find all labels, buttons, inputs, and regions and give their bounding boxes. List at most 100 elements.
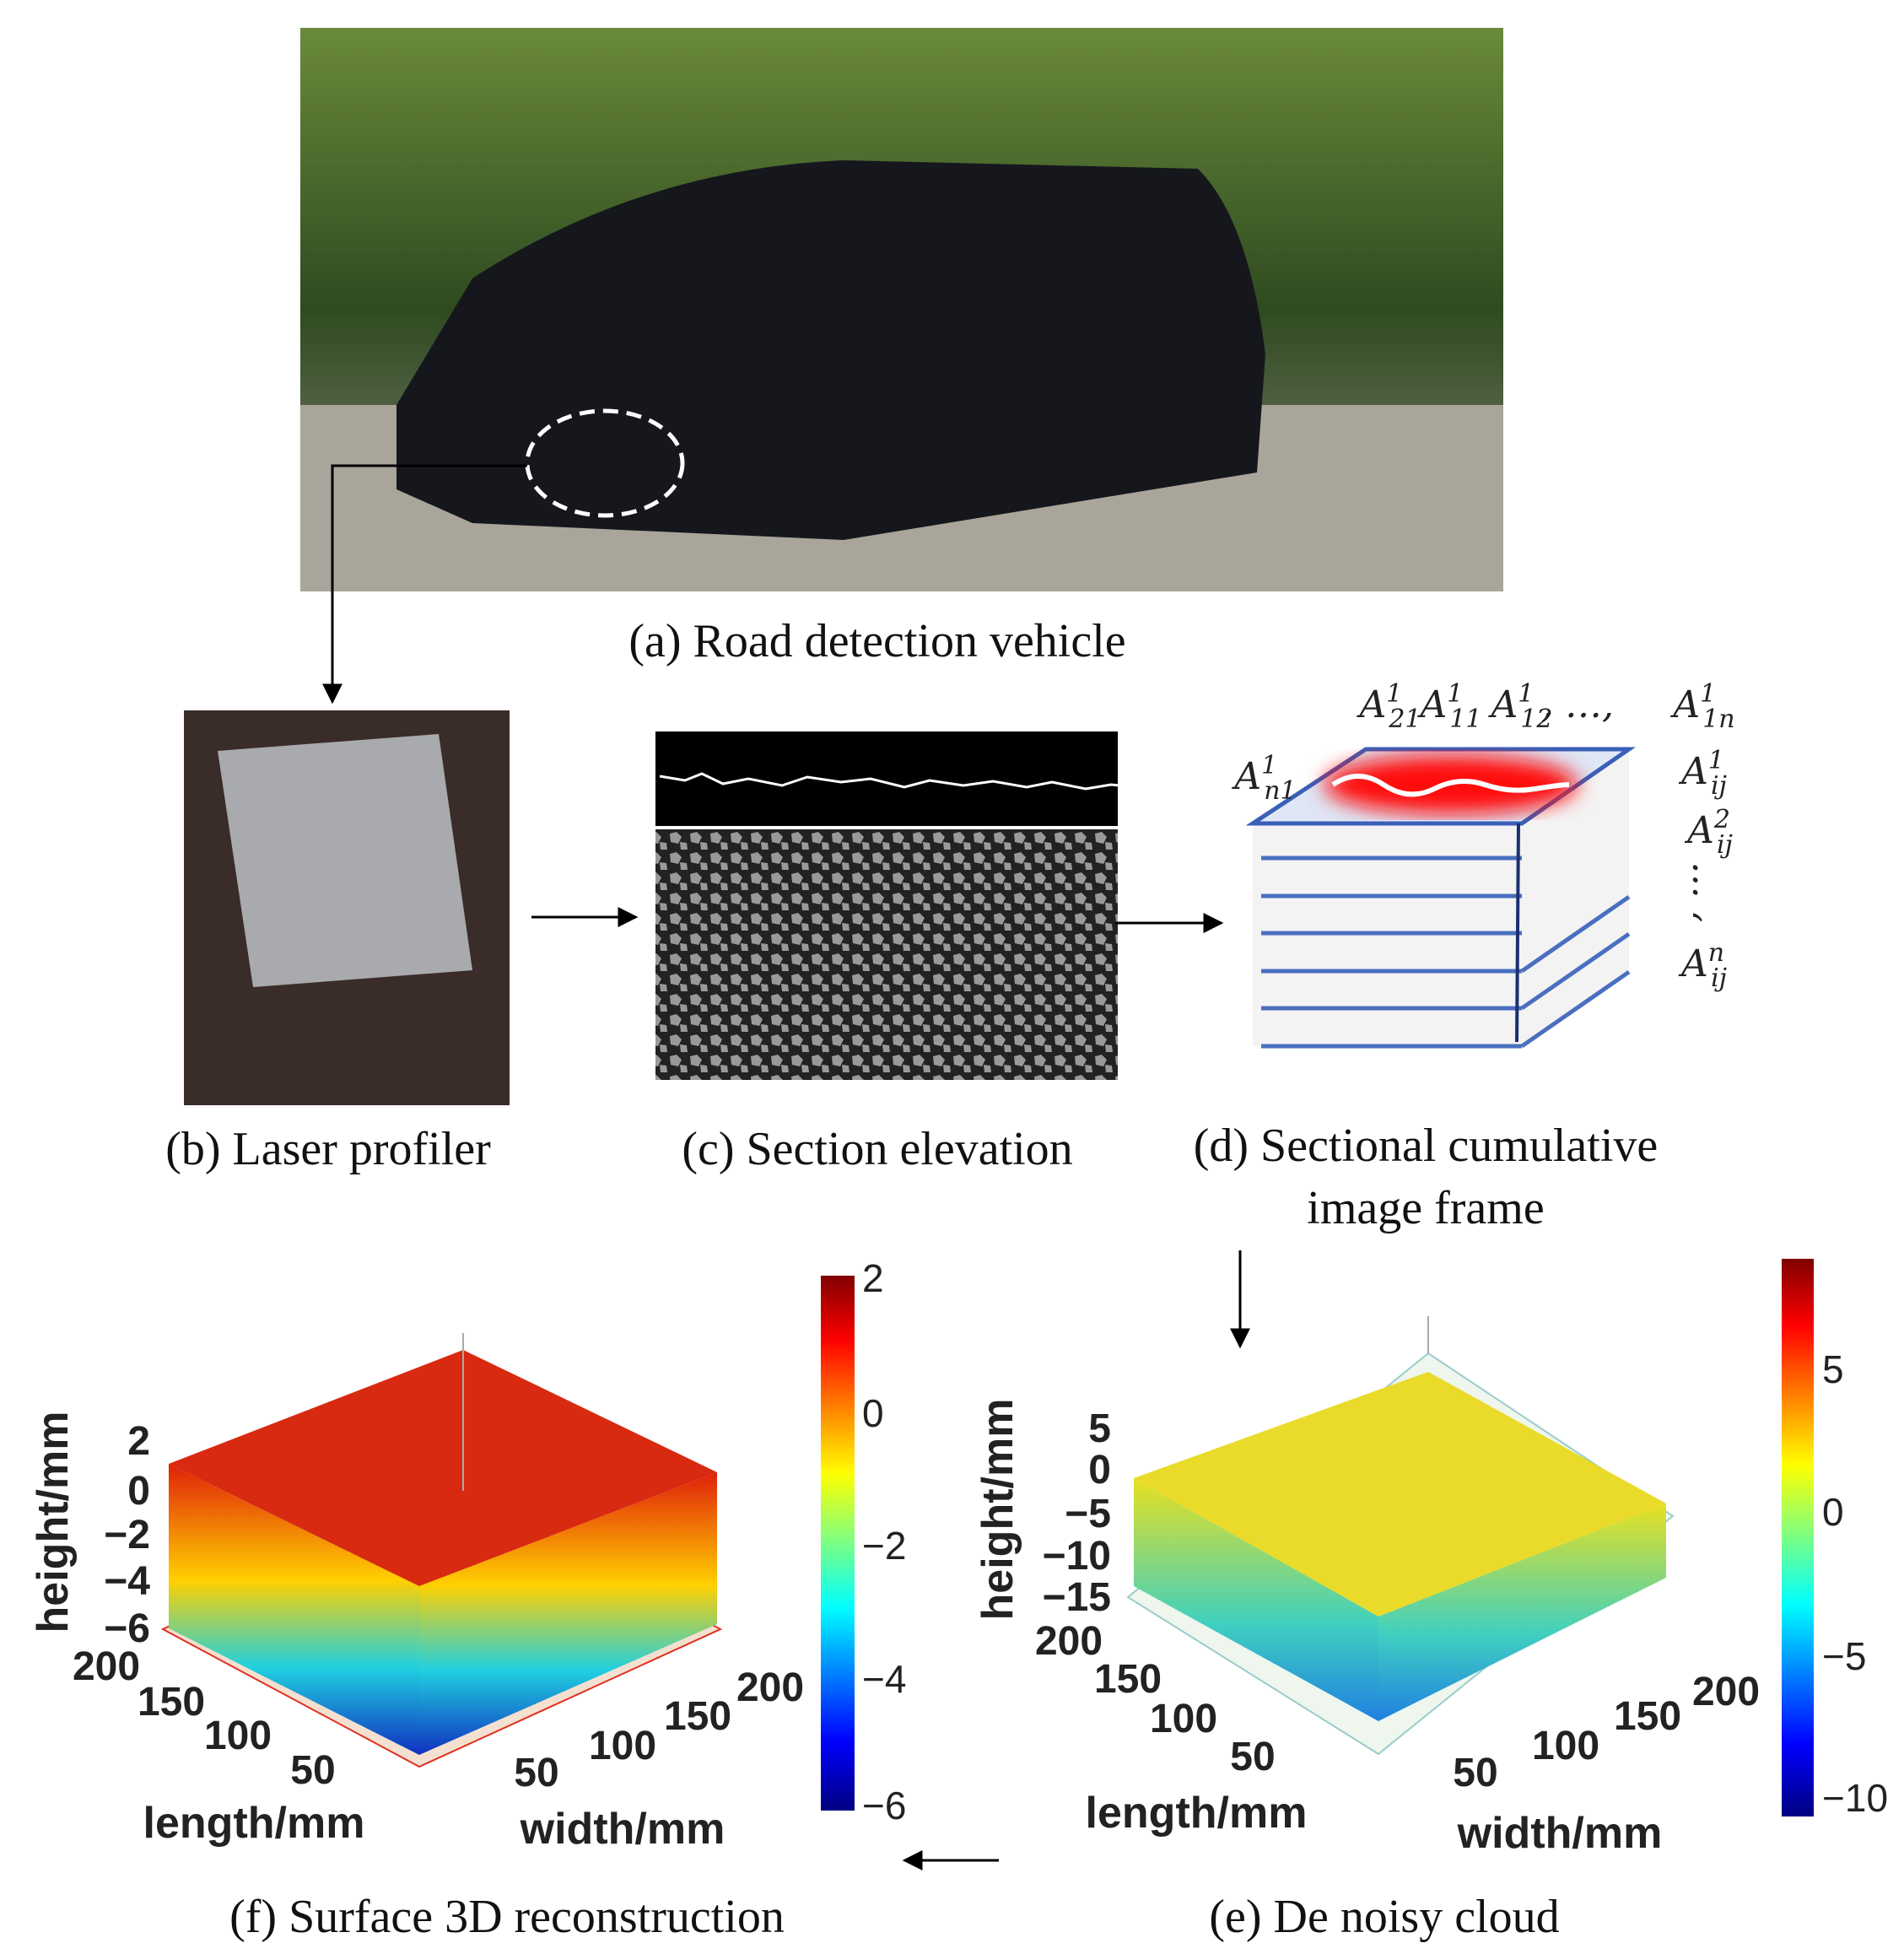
van — [396, 160, 1265, 540]
panel-b: (b) Laser profiler — [165, 710, 510, 1175]
subscript: ij — [1711, 964, 1727, 993]
axis-title: height/mm — [29, 1412, 78, 1633]
tick-label: 50 — [1230, 1735, 1275, 1779]
tick-label: −6 — [862, 1784, 906, 1827]
profiler — [218, 734, 472, 987]
surface-side — [419, 1472, 717, 1755]
subscript: ij — [1711, 771, 1727, 801]
caption: (d) Sectional cumulative — [1194, 1120, 1658, 1172]
symbol: A — [1678, 942, 1708, 985]
tick-label: 5 — [1088, 1406, 1111, 1451]
layers — [1261, 856, 1631, 1049]
tick-label: 150 — [1094, 1657, 1162, 1702]
colorbar — [1782, 1259, 1814, 1816]
tick-label: −5 — [1065, 1492, 1111, 1536]
math-label: An ij — [1678, 938, 1727, 993]
math-label: A1 12 — [1487, 679, 1552, 734]
caption: (e) De noisy cloud — [1209, 1891, 1559, 1943]
surface-side — [169, 1464, 419, 1755]
axis-title: length/mm — [143, 1799, 365, 1848]
tick-label: 0 — [862, 1391, 884, 1435]
symbol: A — [1231, 755, 1261, 798]
sensor-highlight — [525, 408, 685, 518]
math-label: A1 ij — [1678, 746, 1727, 801]
axis-title: length/mm — [1086, 1789, 1308, 1838]
tick-label: 50 — [290, 1748, 335, 1793]
symbol: A — [1669, 683, 1700, 726]
superscript: 1 — [1708, 746, 1724, 775]
superscript: 1 — [1518, 679, 1534, 709]
subscript: 1n — [1702, 704, 1734, 734]
tick-label: 200 — [1692, 1670, 1760, 1714]
symbol: A — [1356, 683, 1386, 726]
superscript: n — [1708, 938, 1724, 968]
superscript: 1 — [1261, 751, 1277, 780]
math-label: A1 n1 — [1231, 751, 1296, 806]
tick-label: 100 — [589, 1724, 656, 1768]
axis-title: width/mm — [1457, 1809, 1663, 1858]
panel-e: (e) De noisy cloud height/mm length/mm w… — [974, 1259, 1814, 1943]
surface-top — [1134, 1372, 1666, 1617]
math-label: A1 11 — [1416, 679, 1481, 734]
axis-title: height/mm — [974, 1399, 1022, 1621]
subscript: n1 — [1264, 776, 1296, 806]
colorbar — [821, 1276, 855, 1811]
depth-line — [1515, 823, 1520, 1043]
tick-label: 150 — [664, 1694, 731, 1739]
tick-label: −15 — [1043, 1575, 1111, 1620]
tick-label: −10 — [1822, 1776, 1888, 1820]
panel-c: (c) Section elevation — [655, 731, 1146, 1175]
symbol: A — [1684, 809, 1714, 852]
tick-label: 50 — [514, 1751, 558, 1795]
tick-label: 5 — [1822, 1347, 1844, 1391]
subscript: 12 — [1520, 704, 1552, 734]
tick-label: 100 — [204, 1714, 272, 1758]
tick-label: 100 — [1532, 1724, 1599, 1768]
math-label: A2 ij — [1684, 805, 1733, 860]
crack-line — [1331, 774, 1570, 797]
tick-label: −4 — [104, 1559, 150, 1604]
tick-label: 2 — [127, 1419, 150, 1464]
superscript: 1 — [1447, 679, 1463, 709]
profile-strip — [655, 731, 1118, 826]
axis-title: width/mm — [520, 1805, 725, 1854]
math-label: A1 1n — [1669, 679, 1734, 734]
tick-label: −2 — [862, 1524, 906, 1568]
surface-side — [1134, 1478, 1378, 1721]
tick-label: 200 — [73, 1644, 140, 1689]
symbol: A — [1487, 683, 1518, 726]
tick-label: 100 — [1150, 1697, 1217, 1741]
ellipsis: , … — [1664, 861, 1707, 922]
superscript: 1 — [1700, 679, 1716, 709]
profile-line — [659, 772, 1146, 791]
subscript: 11 — [1449, 704, 1481, 734]
tick-label: 0 — [1088, 1448, 1111, 1492]
caption: image frame — [1307, 1182, 1544, 1234]
surface-top — [169, 1350, 717, 1586]
tick-label: 0 — [127, 1469, 150, 1514]
caption: (a) Road detection vehicle — [628, 615, 1125, 667]
tick-label: 200 — [1035, 1619, 1103, 1664]
panel-d: (d) Sectional cumulative image frame , …… — [1194, 679, 1735, 1234]
elevation-image — [655, 829, 1118, 1080]
subscript: ij — [1717, 830, 1733, 860]
superscript: 1 — [1386, 679, 1402, 709]
tick-label: 0 — [1822, 1490, 1844, 1534]
tick-label: −5 — [1822, 1634, 1866, 1678]
symbol: A — [1678, 750, 1708, 793]
caption: (f) Surface 3D reconstruction — [229, 1891, 785, 1943]
tick-label: 150 — [138, 1680, 205, 1725]
tick-label: 200 — [736, 1665, 804, 1710]
math-label: A1 21 — [1356, 679, 1421, 734]
tick-label: 150 — [1614, 1694, 1681, 1739]
subscript: 21 — [1388, 704, 1421, 734]
caption: (c) Section elevation — [682, 1123, 1072, 1175]
tick-label: −2 — [104, 1513, 150, 1557]
caption: (b) Laser profiler — [165, 1123, 491, 1175]
surface-side — [1378, 1503, 1666, 1721]
tick-label: 50 — [1453, 1751, 1497, 1795]
tick-label: −4 — [862, 1657, 906, 1701]
panel-a: (a) Road detection vehicle — [300, 28, 1503, 667]
tick-label: −10 — [1043, 1534, 1111, 1579]
